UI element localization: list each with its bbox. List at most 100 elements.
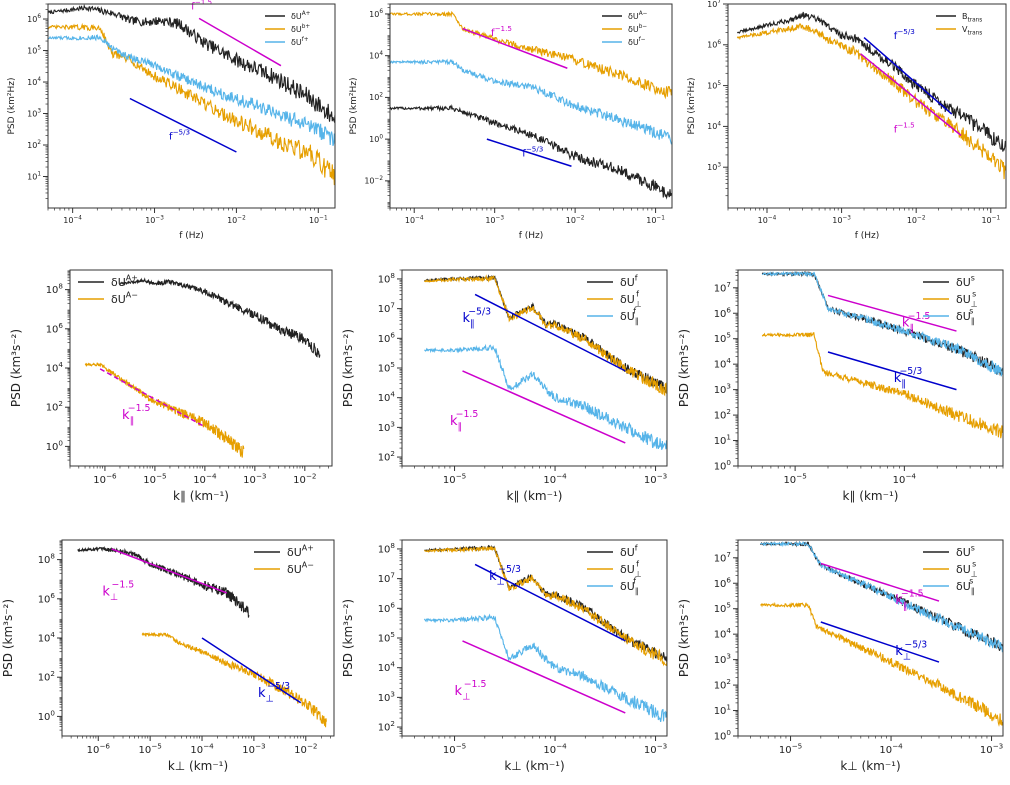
x-tick-label: 10−5 bbox=[138, 742, 161, 757]
reference-label-1: f−1.5 bbox=[191, 0, 212, 13]
y-tick-label: 100 bbox=[714, 458, 732, 473]
y-axis-label: PSD (km³s⁻²) bbox=[9, 329, 23, 407]
x-tick-label: 10−6 bbox=[93, 472, 117, 487]
x-axis-label: k⊥ (km⁻¹) bbox=[504, 759, 564, 773]
axes-frame bbox=[69, 269, 333, 467]
legend-entry: δU∥s bbox=[956, 306, 975, 325]
reference-label-1: k⊥−5/3 bbox=[489, 564, 521, 587]
reference-label-2: f−1.5 bbox=[894, 121, 915, 136]
series-line-2 bbox=[424, 274, 667, 397]
y-tick-label: 103 bbox=[378, 419, 395, 434]
plot-area bbox=[77, 545, 327, 728]
legend-entry: δUA+ bbox=[111, 273, 138, 289]
panel-7: k⊥−1.5 k⊥−5/3 10−6 10−5 10−4 10−3 10−2 100 102 10… bbox=[1, 539, 335, 773]
x-axis-label: k∥ (km⁻¹) bbox=[843, 489, 899, 503]
reference-line-1 bbox=[820, 562, 940, 602]
y-axis-label: PSD (km²Hz) bbox=[7, 77, 17, 134]
series-line-2 bbox=[760, 601, 1003, 727]
x-tick-label: 10−1 bbox=[981, 215, 1000, 225]
x-tick-label: 10−4 bbox=[405, 215, 424, 225]
y-tick-label: 105 bbox=[707, 81, 721, 91]
y-tick-label: 100 bbox=[369, 134, 383, 144]
reference-label-2: f−5/3 bbox=[522, 144, 543, 159]
y-axis-label: PSD (km³s⁻²) bbox=[677, 599, 691, 677]
y-tick-label: 106 bbox=[369, 9, 383, 19]
x-tick-label: 10−2 bbox=[293, 472, 316, 487]
reference-label-1: k∥−1.5 bbox=[895, 588, 923, 611]
y-tick-label: 108 bbox=[38, 552, 56, 567]
plot-area bbox=[48, 4, 335, 186]
legend-entry: δUb− bbox=[628, 24, 647, 34]
y-tick-label: 102 bbox=[46, 399, 63, 414]
y-tick-label: 104 bbox=[378, 660, 396, 675]
y-tick-label: 102 bbox=[378, 449, 395, 464]
reference-label-2: k∥−5/3 bbox=[894, 366, 923, 389]
x-tick-label: 10−2 bbox=[294, 742, 317, 757]
y-tick-label: 107 bbox=[714, 550, 731, 565]
y-tick-label: 107 bbox=[714, 280, 731, 295]
reference-line-1 bbox=[827, 294, 957, 332]
series-line-2 bbox=[424, 545, 667, 667]
x-tick-label: 10−5 bbox=[443, 472, 466, 487]
reference-line-1 bbox=[462, 27, 568, 69]
x-tick-label: 10−4 bbox=[758, 215, 777, 225]
legend-entry: Btrans bbox=[962, 12, 982, 24]
x-tick-label: 10−3 bbox=[485, 215, 504, 225]
reference-line-1 bbox=[198, 17, 282, 67]
y-tick-label: 107 bbox=[378, 571, 395, 586]
legend: δUA+δUA− bbox=[78, 273, 138, 306]
series-line-1 bbox=[390, 104, 672, 200]
y-tick-label: 104 bbox=[378, 390, 396, 405]
y-tick-label: 106 bbox=[378, 330, 396, 345]
legend: δUA+ δUb+ δUf+ bbox=[265, 11, 311, 47]
reference-line-2 bbox=[201, 637, 302, 704]
y-tick-label: 103 bbox=[714, 652, 731, 667]
series-line-2 bbox=[48, 22, 335, 186]
x-tick-label: 10−5 bbox=[783, 472, 806, 487]
y-tick-label: 101 bbox=[714, 433, 731, 448]
panel-3: f−5/3 f−1.5 10−4 10−3 10−2 10−1 103 104 105 106 10… bbox=[687, 0, 1007, 241]
y-tick-label: 101 bbox=[714, 703, 731, 718]
series-line-1 bbox=[48, 4, 335, 124]
reference-label-1: f−1.5 bbox=[491, 24, 512, 39]
reference-label-2: k∥−1.5 bbox=[450, 409, 478, 432]
reference-label-1: k⊥−1.5 bbox=[102, 580, 134, 603]
x-axis-label: k⊥ (km⁻¹) bbox=[840, 759, 900, 773]
panel-5: k∥−5/3 k∥−1.5 10−5 10−4 10−3 102 103 104 105 106 1… bbox=[341, 269, 668, 503]
y-tick-label: 108 bbox=[378, 541, 396, 556]
legend-entry: δU⊥f bbox=[620, 559, 642, 578]
legend-entry: δUf− bbox=[628, 37, 646, 47]
y-tick-label: 102 bbox=[378, 719, 395, 734]
y-tick-label: 104 bbox=[46, 360, 64, 375]
reference-line-1 bbox=[111, 548, 228, 594]
x-tick-label: 10−3 bbox=[145, 215, 164, 225]
y-tick-label: 106 bbox=[378, 600, 396, 615]
panel-2: f−1.5 f−5/3 10−4 10−3 10−2 10−1 10−2 100 102 104 1… bbox=[349, 3, 673, 241]
legend-entry: δUA− bbox=[628, 11, 648, 21]
series-line-3 bbox=[761, 270, 1003, 377]
y-tick-label: 105 bbox=[378, 360, 395, 375]
series-line-3 bbox=[390, 58, 672, 145]
y-tick-label: 102 bbox=[369, 93, 383, 103]
y-tick-label: 102 bbox=[714, 677, 731, 692]
x-tick-label: 10−5 bbox=[779, 742, 802, 757]
series-line-3 bbox=[423, 613, 667, 723]
y-tick-label: 105 bbox=[714, 601, 731, 616]
plot-area bbox=[759, 540, 1003, 727]
x-tick-label: 10−2 bbox=[227, 215, 246, 225]
legend-entry: δUA+ bbox=[291, 11, 311, 21]
y-tick-label: 106 bbox=[38, 591, 56, 606]
y-tick-label: 100 bbox=[46, 438, 64, 453]
panel-9: k∥−1.5 k⊥−5/3 10−5 10−4 10−3 100 101 102 103 104 1… bbox=[677, 539, 1004, 773]
x-tick-label: 10−5 bbox=[443, 742, 466, 757]
legend-entry: δUf bbox=[620, 273, 638, 289]
series-line-1 bbox=[77, 545, 250, 618]
y-tick-label: 102 bbox=[38, 669, 55, 684]
reference-label-1: f−5/3 bbox=[894, 27, 915, 42]
legend-entry: δUf bbox=[620, 543, 638, 559]
x-tick-label: 10−4 bbox=[63, 215, 82, 225]
x-axis-label: f (Hz) bbox=[519, 231, 544, 241]
x-tick-label: 10−4 bbox=[543, 472, 567, 487]
